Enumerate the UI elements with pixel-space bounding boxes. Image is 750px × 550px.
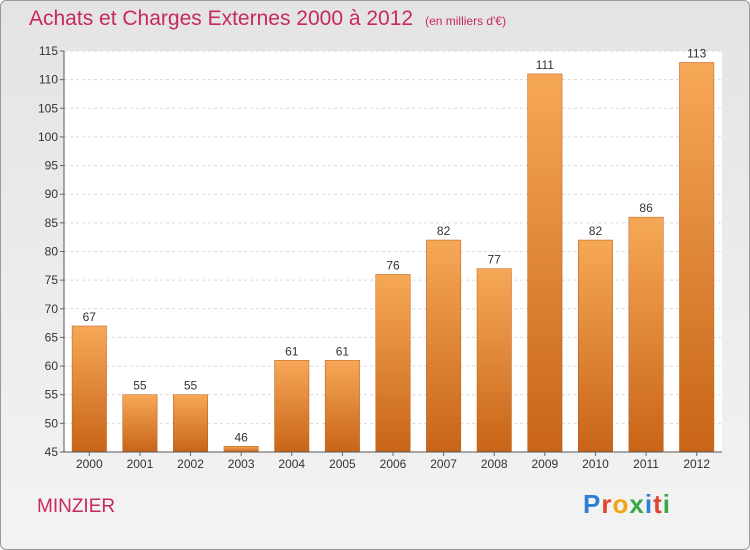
bar-2011 <box>628 216 664 453</box>
y-tick-label: 90 <box>45 187 59 201</box>
place-name: MINZIER <box>37 496 116 517</box>
x-tick-label: 2008 <box>481 457 508 471</box>
bar-value-label: 67 <box>83 310 97 324</box>
bar-value-label: 86 <box>639 201 653 215</box>
y-tick-label: 95 <box>45 159 59 173</box>
brand-letter: x <box>629 489 645 519</box>
y-tick-label: 80 <box>45 245 59 259</box>
y-tick-label: 65 <box>45 330 59 344</box>
brand-letter: o <box>612 489 630 519</box>
bar-2001 <box>122 394 158 453</box>
y-tick-label: 45 <box>45 445 59 459</box>
x-tick-label: 2010 <box>582 457 609 471</box>
bar-value-label: 55 <box>133 379 147 393</box>
y-tick-label: 60 <box>45 359 59 373</box>
brand-logo: Proxiti <box>583 489 671 520</box>
bar-2012 <box>679 62 715 453</box>
brand-letter: P <box>583 489 602 519</box>
bar-value-label: 46 <box>234 430 248 444</box>
bar-value-label: 82 <box>437 224 451 238</box>
bar-value-label: 82 <box>589 224 603 238</box>
chart-title: Achats et Charges Externes 2000 à 2012 (e… <box>29 7 506 31</box>
title-text: Achats et Charges Externes 2000 à 2012 <box>29 7 414 30</box>
bar-2003 <box>223 446 259 453</box>
bar-2007 <box>426 239 462 453</box>
bar-2009 <box>527 73 563 453</box>
x-tick-label: 2009 <box>531 457 558 471</box>
title-unit: (en milliers d'€) <box>425 14 507 28</box>
x-tick-label: 2001 <box>127 457 154 471</box>
x-tick-label: 2004 <box>278 457 305 471</box>
bar-value-label: 111 <box>536 58 555 72</box>
x-tick-label: 2000 <box>76 457 103 471</box>
bar-2000 <box>71 325 107 453</box>
bar-value-label: 61 <box>285 344 299 358</box>
bar-value-label: 55 <box>184 379 198 393</box>
y-tick-label: 75 <box>45 273 59 287</box>
bar-value-label: 61 <box>336 344 350 358</box>
bar-2004 <box>274 360 310 453</box>
y-tick-label: 100 <box>38 130 58 144</box>
bar-2002 <box>173 394 208 453</box>
y-tick-label: 105 <box>38 101 58 115</box>
x-tick-label: 2002 <box>177 457 204 471</box>
x-tick-label: 2007 <box>430 457 457 471</box>
x-tick-label: 2005 <box>329 457 356 471</box>
y-tick-label: 55 <box>45 388 59 402</box>
y-tick-label: 115 <box>39 44 58 58</box>
bar-2008 <box>476 268 512 453</box>
bar-2010 <box>578 239 613 453</box>
x-tick-label: 2003 <box>228 457 255 471</box>
y-tick-label: 110 <box>39 73 58 87</box>
bar-value-label: 76 <box>386 258 400 272</box>
y-tick-label: 70 <box>45 302 59 316</box>
x-tick-label: 2012 <box>683 457 710 471</box>
brand-letter: i <box>644 489 654 519</box>
bar-value-label: 77 <box>488 253 502 267</box>
brand-letter: t <box>653 489 663 519</box>
brand-letter: r <box>601 489 613 519</box>
bar-2006 <box>375 274 411 453</box>
y-tick-label: 85 <box>45 216 59 230</box>
bar-value-label: 113 <box>687 46 706 60</box>
x-tick-label: 2006 <box>380 457 407 471</box>
bar-2005 <box>324 360 360 453</box>
brand-letter: i <box>662 489 671 519</box>
y-tick-label: 50 <box>45 416 59 430</box>
x-tick-label: 2011 <box>633 457 659 471</box>
